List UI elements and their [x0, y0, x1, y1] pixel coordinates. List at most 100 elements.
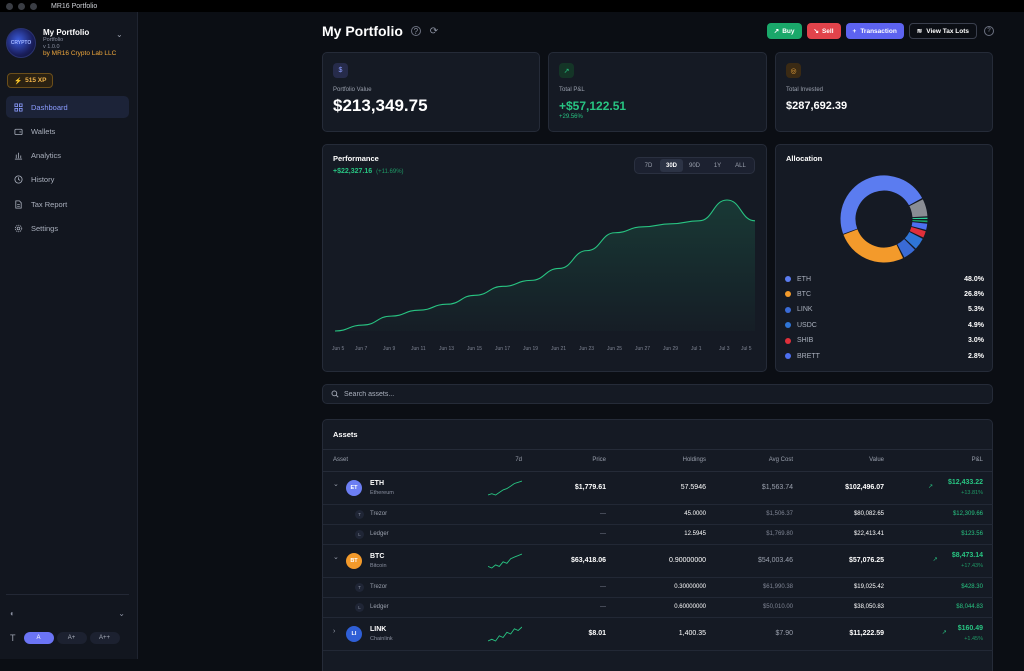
allocation-legend-item[interactable]: BTC 26.8%: [785, 288, 984, 300]
allocation-legend-item[interactable]: LINK 5.3%: [785, 304, 984, 316]
x-tick-label: Jun 25: [607, 346, 623, 352]
chevron-right-icon[interactable]: ›: [333, 628, 336, 635]
performance-point-6[interactable]: [501, 284, 506, 289]
performance-point-14[interactable]: [725, 198, 730, 203]
table-subrow[interactable]: L Ledger — 12.5945 $1,769.80 $22,413.41 $123.5…: [323, 525, 993, 545]
help-icon[interactable]: ?: [984, 26, 994, 36]
wallet-value: $22,413.41: [853, 531, 884, 537]
x-tick-label: Jul 3: [719, 346, 730, 352]
range-1y-button[interactable]: 1Y: [713, 162, 722, 169]
text-size-icon: T: [10, 633, 16, 643]
theme-selector[interactable]: ◐ ⌄: [10, 609, 125, 618]
search-input[interactable]: [344, 390, 944, 398]
range-7d-button[interactable]: 7D: [644, 162, 653, 169]
palette-icon: ◐: [10, 609, 15, 618]
range-30d-button[interactable]: 30D: [660, 159, 683, 172]
performance-point-10[interactable]: [613, 230, 618, 235]
company-name: by MR16 Crypto Lab LLC: [43, 49, 117, 57]
performance-point-15[interactable]: [753, 218, 758, 223]
table-row[interactable]: ⌄ BT BTC Bitcoin $63,418.06 0.90000000 $54,003…: [323, 545, 993, 578]
table-subrow[interactable]: T Trezor — 0.30000000 $61,990.38 $19,025.42 $4…: [323, 578, 993, 598]
performance-point-0[interactable]: [333, 329, 338, 334]
transaction-button[interactable]: + Transaction: [845, 23, 904, 39]
sidebar-item-wallets[interactable]: Wallets: [6, 120, 129, 142]
performance-point-12[interactable]: [669, 221, 674, 226]
x-tick-label: Jun 29: [663, 346, 679, 352]
trend-up-icon: ↗: [559, 63, 574, 78]
performance-point-11[interactable]: [641, 224, 646, 229]
performance-point-2[interactable]: [389, 314, 394, 319]
column-header-7d[interactable]: 7d: [515, 457, 522, 463]
sidebar-item-analytics[interactable]: Analytics: [6, 145, 129, 167]
performance-point-3[interactable]: [417, 308, 422, 313]
x-tick-label: Jun 15: [467, 346, 483, 352]
allocation-legend-item[interactable]: SHIB 3.0%: [785, 335, 984, 347]
wallet-avg-cost: $1,506.37: [766, 511, 793, 517]
legend-dot: [785, 291, 791, 298]
sell-button[interactable]: ↘ Sell: [806, 23, 841, 39]
view-tax-lots-button[interactable]: ≋ View Tax Lots: [908, 23, 977, 39]
brand[interactable]: CRYPTO My Portfolio Portfolio v 1.0.0 by…: [6, 28, 116, 58]
performance-change: +$22,327.16 (+11.69%): [333, 168, 404, 175]
minimize-window-button[interactable]: [18, 2, 25, 10]
wallet-holdings: 0.60000000: [674, 604, 706, 610]
chevron-down-icon[interactable]: ⌄: [333, 554, 339, 561]
close-window-button[interactable]: [6, 2, 13, 10]
sidebar-item-label: Wallets: [31, 126, 56, 136]
sparkline-7d: [488, 626, 522, 642]
sidebar-item-dashboard[interactable]: Dashboard: [6, 96, 129, 118]
performance-point-13[interactable]: [697, 218, 702, 223]
column-header-avg-cost[interactable]: Avg Cost: [768, 457, 793, 463]
column-header-asset[interactable]: Asset: [333, 457, 349, 463]
column-header-p-l[interactable]: P&L: [971, 457, 983, 463]
x-tick-label: Jul 5: [741, 346, 752, 352]
allocation-legend-item[interactable]: BRETT 2.8%: [785, 350, 984, 362]
range-all-button[interactable]: ALL: [735, 162, 746, 169]
wallet-name: Trezor: [370, 511, 388, 517]
buy-button[interactable]: ↗ Buy: [766, 23, 802, 39]
performance-point-4[interactable]: [445, 302, 450, 307]
performance-point-9[interactable]: [585, 248, 590, 253]
sidebar-item-settings[interactable]: Settings: [6, 217, 129, 239]
font-size-3-button[interactable]: A++: [89, 632, 120, 644]
performance-point-8[interactable]: [557, 266, 562, 271]
asset-symbol: LINK: [370, 626, 387, 633]
asset-avg-cost: $54,003.46: [757, 557, 793, 564]
table-row[interactable]: ⌄ ET ETH Ethereum $1,779.61 57.5946 $1,563.74 $…: [323, 472, 993, 505]
performance-point-1[interactable]: [361, 323, 366, 328]
chevron-down-icon[interactable]: ⌄: [116, 30, 123, 39]
column-header-value[interactable]: Value: [869, 457, 884, 463]
xp-badge[interactable]: ⚡ 515 XP: [7, 73, 54, 88]
brand-logo: CRYPTO: [6, 28, 36, 58]
sidebar-divider: [6, 594, 129, 595]
asset-name: Bitcoin: [370, 563, 387, 569]
x-tick-label: Jun 13: [439, 346, 455, 352]
legend-label: SHIB: [797, 337, 814, 345]
chevron-down-icon[interactable]: ⌄: [333, 481, 339, 488]
allocation-legend-item[interactable]: USDC 4.9%: [785, 319, 984, 331]
sidebar-item-tax-report[interactable]: Tax Report: [6, 193, 129, 215]
column-header-price[interactable]: Price: [592, 457, 606, 463]
allocation-title: Allocation: [786, 154, 823, 163]
refresh-icon[interactable]: ⟳: [429, 25, 439, 37]
help-icon[interactable]: ?: [410, 26, 421, 36]
performance-point-5[interactable]: [473, 293, 478, 298]
sidebar-item-history[interactable]: History: [6, 169, 129, 191]
allocation-slice-other-1[interactable]: [838, 173, 930, 265]
table-subrow[interactable]: L Ledger — 0.60000000 $50,010.00 $38,050.83 $8…: [323, 598, 993, 618]
asset-symbol: ETH: [370, 480, 384, 487]
performance-point-7[interactable]: [529, 278, 534, 283]
allocation-legend-item[interactable]: ETH 48.0%: [785, 273, 984, 285]
wallet-pnl: $123.56: [961, 531, 983, 537]
table-row[interactable]: › LI LINK Chainlink $8.01 1,400.35 $7.90 $11,22…: [323, 618, 993, 651]
column-header-holdings[interactable]: Holdings: [682, 457, 706, 463]
dollar-icon: $: [333, 63, 348, 78]
font-size-1-button[interactable]: A: [23, 632, 54, 644]
font-size-2-button[interactable]: A+: [56, 632, 87, 644]
allocation-slice-btc[interactable]: [838, 173, 930, 265]
maximize-window-button[interactable]: [30, 2, 37, 10]
range-90d-button[interactable]: 90D: [688, 162, 700, 169]
table-subrow[interactable]: T Trezor — 45.0000 $1,506.37 $80,082.65 $12,30…: [323, 505, 993, 525]
wallet-value: $80,082.65: [853, 511, 884, 517]
x-tick-label: Jun 27: [635, 346, 651, 352]
